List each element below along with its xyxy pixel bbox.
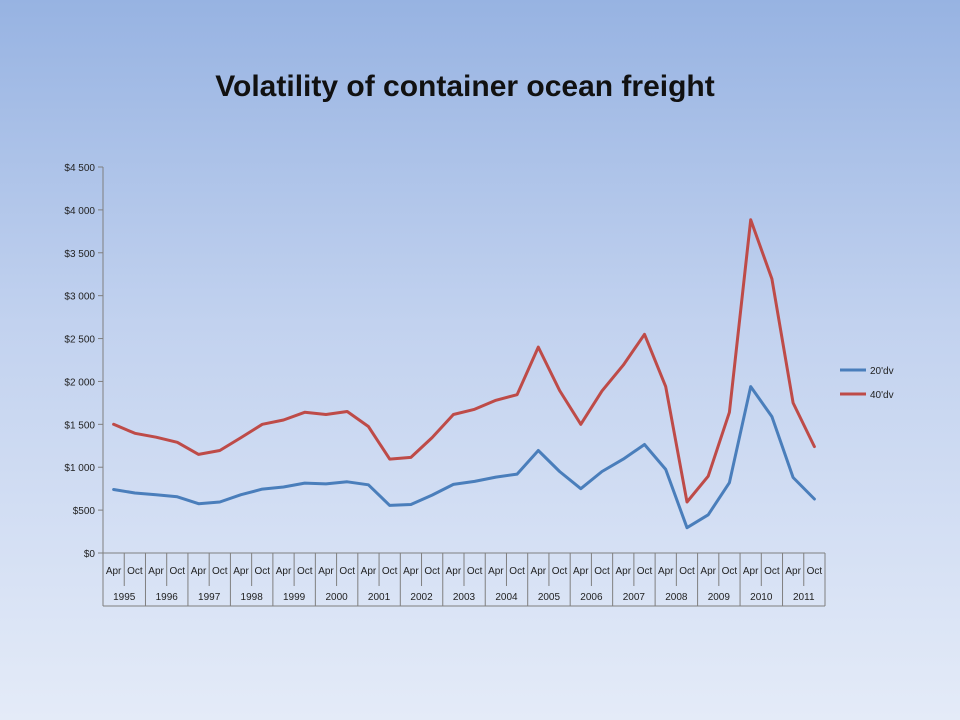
x-tick-label: Oct [594,566,610,577]
x-tick-label: Apr [785,566,801,577]
x-year-label: 2006 [580,592,603,603]
series-line-20dv [112,385,816,530]
x-tick-label: Oct [424,566,440,577]
x-tick-label: Oct [382,566,398,577]
x-tick-label: Apr [700,566,716,577]
x-tick-label: Apr [233,566,249,577]
x-tick-label: Oct [467,566,483,577]
series-line-40dv [112,218,816,504]
x-tick-label: Apr [191,566,207,577]
x-year-label: 2005 [538,592,561,603]
x-tick-label: Apr [615,566,631,577]
y-tick-label: $0 [84,549,96,560]
x-tick-label: Oct [679,566,695,577]
x-year-label: 1996 [156,592,179,603]
x-tick-label: Apr [276,566,292,577]
x-tick-label: Apr [446,566,462,577]
x-tick-label: Apr [658,566,674,577]
y-tick-label: $3 000 [64,292,95,303]
x-tick-label: Apr [743,566,759,577]
x-year-label: 1995 [113,592,136,603]
x-tick-label: Oct [297,566,313,577]
x-tick-label: Apr [106,566,122,577]
y-tick-label: $4 000 [64,206,95,217]
y-tick-label: $1 000 [64,463,95,474]
x-year-label: 2001 [368,592,391,603]
x-tick-label: Oct [722,566,738,577]
legend-label: 20'dv [870,366,894,377]
x-tick-label: Oct [127,566,143,577]
x-tick-label: Oct [637,566,653,577]
x-axis: Apr Oct Apr Oct Apr Oct Apr Oct Apr Oct Apr Oct Apr O… [102,552,826,607]
y-tick-label: $4 500 [64,163,95,174]
x-tick-label: Apr [488,566,504,577]
x-tick-label: Oct [764,566,780,577]
x-year-label: 1997 [198,592,221,603]
y-tick-label: $2 000 [64,377,95,388]
x-year-label: 2004 [495,592,518,603]
x-tick-label: Apr [403,566,419,577]
x-tick-label: Oct [552,566,568,577]
y-tick-label: $500 [73,506,96,517]
x-year-label: 2009 [708,592,731,603]
y-tick-label: $1 500 [64,420,95,431]
x-year-label: 1999 [283,592,306,603]
chart-title: Volatility of container ocean freight [215,70,715,103]
series-layer [112,218,816,530]
x-tick-label: Apr [148,566,164,577]
x-year-label: 2003 [453,592,476,603]
x-tick-label: Apr [531,566,547,577]
x-tick-label: Apr [361,566,377,577]
x-year-label: 2011 [793,592,815,603]
x-tick-label: Oct [170,566,186,577]
x-year-label: 1998 [241,592,264,603]
y-tick-label: $2 500 [64,335,95,346]
x-tick-label: Oct [339,566,355,577]
x-year-label: 2008 [665,592,688,603]
legend-label: 40'dv [870,390,894,401]
y-axis: $0 $500 $1 000 $1 500 $2 000 $2 500 $3 000 $3 5… [64,163,104,560]
x-tick-label: Oct [212,566,228,577]
x-year-label: 2000 [325,592,348,603]
x-tick-label: Oct [807,566,823,577]
x-tick-label: Oct [254,566,270,577]
x-year-label: 2010 [750,592,773,603]
x-tick-label: Apr [318,566,334,577]
y-tick-label: $3 500 [64,249,95,260]
x-year-label: 2002 [410,592,433,603]
x-tick-label: Apr [573,566,589,577]
x-year-label: 2007 [623,592,646,603]
legend[interactable]: 20'dv 40'dv [840,366,894,401]
x-tick-label: Oct [509,566,525,577]
